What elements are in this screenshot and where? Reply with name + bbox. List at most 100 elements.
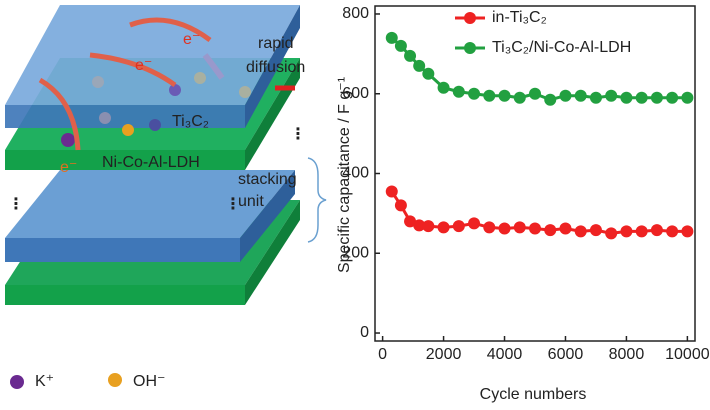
point bbox=[589, 91, 602, 104]
point bbox=[452, 220, 465, 233]
label: ⋮ bbox=[290, 126, 306, 143]
mxene-layer bbox=[5, 238, 240, 262]
point bbox=[422, 67, 435, 80]
y-tick-label: 600 bbox=[342, 85, 369, 102]
point bbox=[529, 87, 541, 100]
point bbox=[394, 39, 407, 52]
label: Ni-Co-Al-LDH bbox=[102, 154, 200, 171]
x-axis-label: Cycle numbers bbox=[480, 386, 587, 403]
point bbox=[483, 221, 496, 234]
mxene-layer bbox=[5, 105, 245, 128]
point bbox=[413, 59, 426, 72]
label: unit bbox=[238, 193, 264, 210]
label: diffusion bbox=[246, 59, 305, 76]
mxene-layer bbox=[5, 5, 300, 105]
point bbox=[635, 91, 648, 104]
ion bbox=[92, 76, 104, 88]
label: e⁻ bbox=[135, 57, 152, 74]
point bbox=[513, 221, 526, 234]
label: e⁻ bbox=[183, 31, 200, 48]
x-tick-label: 10000 bbox=[665, 346, 710, 363]
point bbox=[559, 222, 572, 235]
ion bbox=[149, 119, 161, 131]
point bbox=[394, 199, 407, 212]
ldh-layer bbox=[245, 200, 300, 305]
arrow bbox=[202, 53, 225, 80]
point bbox=[422, 220, 435, 233]
point bbox=[605, 227, 618, 240]
label: stacking bbox=[238, 171, 297, 188]
ion-legend bbox=[108, 373, 122, 387]
point bbox=[589, 224, 602, 237]
y-tick-label: 400 bbox=[342, 165, 369, 182]
ion-legend bbox=[10, 375, 24, 389]
point bbox=[574, 225, 587, 238]
ion bbox=[169, 84, 181, 96]
y-tick-label: 800 bbox=[342, 5, 369, 22]
point bbox=[620, 91, 633, 104]
point bbox=[681, 91, 694, 104]
x-tick-label: 4000 bbox=[487, 346, 523, 363]
point bbox=[666, 91, 679, 104]
point bbox=[681, 225, 694, 238]
arrow bbox=[129, 17, 212, 43]
label: ⋮ bbox=[8, 196, 24, 213]
point bbox=[650, 91, 663, 104]
point bbox=[468, 87, 481, 100]
point bbox=[498, 222, 511, 235]
point bbox=[437, 81, 450, 94]
label: OH⁻ bbox=[133, 373, 165, 390]
ldh-layer bbox=[5, 150, 245, 170]
mxene-layer bbox=[245, 5, 300, 128]
point bbox=[452, 85, 465, 98]
point bbox=[544, 224, 557, 237]
x-tick-label: 0 bbox=[378, 346, 387, 363]
mxene-layer bbox=[5, 170, 295, 238]
brace bbox=[307, 157, 327, 243]
point bbox=[635, 225, 648, 238]
series-line bbox=[390, 36, 688, 102]
ion bbox=[61, 133, 75, 147]
point bbox=[413, 219, 426, 232]
y-tick-label: 200 bbox=[342, 244, 369, 261]
point bbox=[385, 31, 398, 44]
point bbox=[574, 89, 587, 102]
x-tick-label: 2000 bbox=[426, 346, 462, 363]
label: ⋮ bbox=[225, 196, 241, 213]
legend-marker bbox=[464, 42, 476, 54]
y-tick-label: 0 bbox=[360, 324, 369, 341]
ion bbox=[194, 72, 206, 84]
legend-label: Ti₃C₂/Ni-Co-Al-LDH bbox=[492, 39, 631, 56]
point bbox=[544, 93, 557, 106]
point bbox=[529, 222, 541, 235]
schematic: e⁻ e⁻ e⁻ rapid diffusion Ti₃C₂ Ni-Co-Al-… bbox=[5, 5, 327, 390]
chart: Cycle numbers Specific capacitance / F g… bbox=[336, 5, 710, 403]
point bbox=[483, 89, 496, 102]
point bbox=[666, 225, 679, 238]
point bbox=[404, 49, 417, 62]
x-tick-label: 8000 bbox=[609, 346, 645, 363]
point bbox=[404, 215, 417, 228]
ion bbox=[99, 112, 111, 124]
plot-frame bbox=[374, 5, 696, 342]
point bbox=[559, 89, 572, 102]
point bbox=[498, 89, 511, 102]
ion bbox=[239, 86, 251, 98]
point bbox=[513, 91, 526, 104]
point bbox=[620, 225, 633, 238]
label: Ti₃C₂ bbox=[172, 113, 209, 130]
ldh-layer bbox=[5, 285, 245, 305]
point bbox=[605, 89, 618, 102]
ion bbox=[122, 124, 134, 136]
label: K⁺ bbox=[35, 373, 54, 390]
label: e⁻ bbox=[60, 159, 77, 176]
point bbox=[650, 224, 663, 237]
mxene-layer bbox=[240, 170, 295, 262]
label: rapid bbox=[258, 35, 294, 52]
y-axis-label: Specific capacitance / F g⁻¹ bbox=[336, 77, 353, 273]
arrow bbox=[89, 52, 177, 88]
point bbox=[468, 217, 481, 230]
legend-label: in-Ti₃C₂ bbox=[492, 9, 547, 26]
point bbox=[385, 185, 398, 198]
